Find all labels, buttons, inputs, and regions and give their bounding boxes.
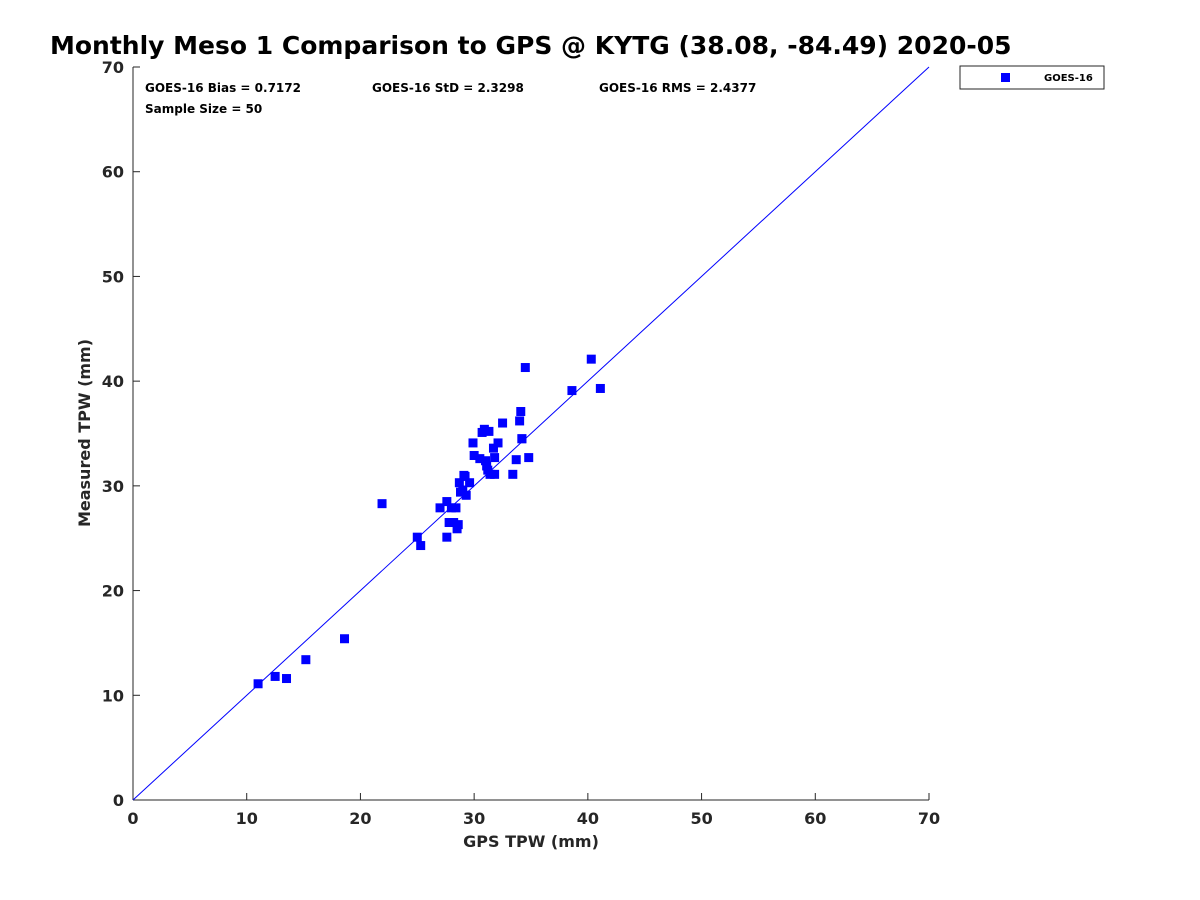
y-tick-label: 70 — [102, 58, 124, 77]
data-point — [498, 418, 508, 428]
data-point — [586, 354, 596, 364]
data-point — [508, 469, 518, 479]
y-tick-label: 0 — [113, 791, 124, 810]
data-point — [460, 471, 470, 481]
data-point — [490, 453, 500, 463]
data-point — [435, 503, 445, 513]
data-point — [442, 497, 452, 507]
y-tick-label: 30 — [102, 477, 124, 496]
data-point — [520, 363, 530, 373]
y-tick-label: 20 — [102, 582, 124, 601]
data-point — [253, 679, 263, 689]
one-to-one-line — [132, 66, 930, 801]
data-point — [481, 456, 491, 466]
legend-box — [959, 65, 1105, 90]
data-point — [517, 434, 527, 444]
data-point — [412, 532, 422, 542]
data-point — [270, 671, 280, 681]
data-point — [479, 424, 489, 434]
data-point — [515, 416, 525, 426]
data-point — [516, 407, 526, 417]
data-point — [465, 478, 475, 488]
stat-sample-size: Sample Size = 50 — [145, 102, 262, 116]
reference-line-group — [132, 66, 930, 801]
y-tick-label: 40 — [102, 372, 124, 391]
y-tick-label: 60 — [102, 163, 124, 182]
legend: GOES-16 — [959, 65, 1105, 90]
x-tick-label: 0 — [127, 809, 138, 828]
data-point — [493, 438, 503, 448]
legend-marker — [1001, 73, 1010, 82]
stat-std: GOES-16 StD = 2.3298 — [372, 81, 524, 95]
y-tick-label: 10 — [102, 686, 124, 705]
data-point — [458, 485, 468, 495]
data-point — [444, 518, 454, 528]
data-point — [484, 426, 494, 436]
data-point — [451, 503, 461, 513]
data-point — [468, 438, 478, 448]
data-point — [446, 503, 456, 513]
legend-label: GOES-16 — [1044, 73, 1093, 84]
data-point — [595, 383, 605, 393]
data-point — [567, 386, 577, 396]
x-tick-label: 30 — [463, 809, 485, 828]
chart-title: Monthly Meso 1 Comparison to GPS @ KYTG … — [50, 31, 1012, 60]
data-point — [475, 454, 485, 464]
x-tick-label: 10 — [236, 809, 258, 828]
data-point — [449, 518, 459, 528]
data-point — [416, 541, 426, 551]
x-axis-label: GPS TPW (mm) — [463, 832, 599, 851]
x-tick-label: 40 — [577, 809, 599, 828]
data-point — [282, 674, 292, 684]
data-point — [301, 655, 311, 665]
x-tick-label: 70 — [918, 809, 940, 828]
x-tick-label: 60 — [804, 809, 826, 828]
x-tick-label: 20 — [349, 809, 371, 828]
data-point — [340, 634, 350, 644]
data-point — [488, 443, 498, 453]
data-point — [524, 453, 534, 463]
x-tick-label: 50 — [690, 809, 712, 828]
axes: 0 10 20 30 40 50 60 70 0 10 20 30 40 50 60 70 — [102, 58, 940, 828]
data-point — [511, 455, 521, 465]
data-points — [253, 354, 605, 689]
data-point — [490, 469, 500, 479]
data-point — [453, 520, 463, 530]
stat-rms: GOES-16 RMS = 2.4377 — [599, 81, 756, 95]
data-point — [454, 478, 464, 488]
data-point — [485, 469, 495, 479]
data-point — [461, 490, 471, 500]
y-axis-label: Measured TPW (mm) — [75, 339, 94, 527]
data-point — [469, 450, 479, 460]
stat-bias: GOES-16 Bias = 0.7172 — [145, 81, 301, 95]
data-point — [377, 499, 387, 509]
y-tick-label: 50 — [102, 267, 124, 286]
data-point — [442, 532, 452, 542]
